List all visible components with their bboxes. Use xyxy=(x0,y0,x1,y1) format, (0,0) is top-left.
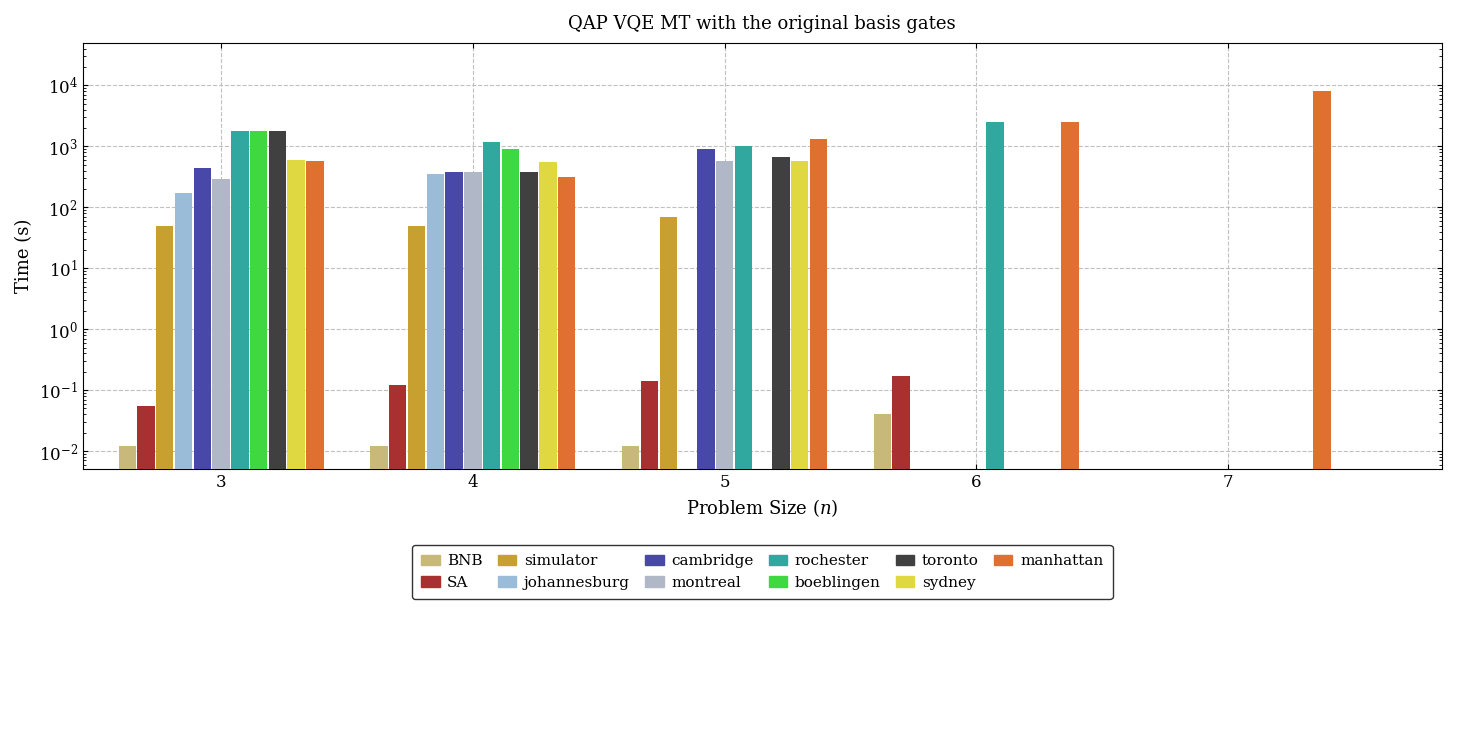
Bar xyxy=(306,161,323,741)
Bar xyxy=(175,193,192,741)
Bar xyxy=(427,174,444,741)
X-axis label: Problem Size $(n)$: Problem Size $(n)$ xyxy=(686,496,839,519)
Bar xyxy=(874,414,892,741)
Bar xyxy=(389,385,407,741)
Y-axis label: Time (s): Time (s) xyxy=(15,219,34,293)
Legend: BNB, SA, simulator, johannesburg, cambridge, montreal, rochester, boeblingen, to: BNB, SA, simulator, johannesburg, cambri… xyxy=(412,545,1113,599)
Bar xyxy=(772,156,790,741)
Bar xyxy=(791,161,809,741)
Bar xyxy=(810,139,828,741)
Bar xyxy=(641,381,659,741)
Bar xyxy=(446,172,463,741)
Bar xyxy=(696,149,714,741)
Bar xyxy=(734,147,752,741)
Bar xyxy=(137,406,154,741)
Bar xyxy=(287,160,305,741)
Bar xyxy=(539,162,557,741)
Bar xyxy=(501,149,519,741)
Bar xyxy=(1313,91,1330,741)
Bar xyxy=(232,131,249,741)
Bar xyxy=(194,167,211,741)
Bar xyxy=(118,446,136,741)
Bar xyxy=(715,161,733,741)
Bar xyxy=(622,446,640,741)
Bar xyxy=(465,172,481,741)
Title: QAP VQE MT with the original basis gates: QAP VQE MT with the original basis gates xyxy=(568,15,956,33)
Bar xyxy=(268,131,286,741)
Bar xyxy=(156,226,173,741)
Bar xyxy=(558,177,576,741)
Bar xyxy=(408,226,425,741)
Bar xyxy=(249,131,267,741)
Bar xyxy=(213,179,230,741)
Bar xyxy=(1061,122,1078,741)
Bar xyxy=(893,376,911,741)
Bar xyxy=(986,122,1004,741)
Bar xyxy=(660,217,678,741)
Bar xyxy=(482,142,500,741)
Bar xyxy=(370,446,388,741)
Bar xyxy=(520,172,538,741)
